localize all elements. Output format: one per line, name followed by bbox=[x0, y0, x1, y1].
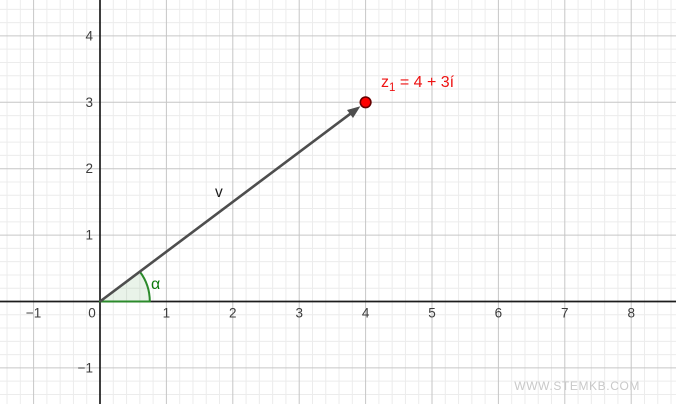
watermark-text: WWW.STEMKB.COM bbox=[514, 379, 640, 393]
y-tick-label: 3 bbox=[85, 95, 93, 110]
x-tick-label: 0 bbox=[88, 306, 96, 321]
y-tick-label: 4 bbox=[85, 28, 93, 43]
point-z1-label: z1 = 4 + 3í bbox=[381, 74, 455, 94]
y-tick-label: 2 bbox=[85, 161, 93, 176]
point-z1[interactable] bbox=[359, 96, 372, 109]
x-tick-label: 7 bbox=[561, 306, 569, 321]
vector-v[interactable] bbox=[99, 111, 353, 303]
x-tick-label: −1 bbox=[26, 306, 41, 321]
x-tick-label: 8 bbox=[627, 306, 635, 321]
x-tick-label: 6 bbox=[495, 306, 503, 321]
x-tick-label: 4 bbox=[362, 306, 370, 321]
x-tick-label: 3 bbox=[295, 306, 303, 321]
x-tick-label: 1 bbox=[163, 306, 171, 321]
vector-label: v bbox=[215, 184, 223, 201]
x-tick-label: 2 bbox=[229, 306, 237, 321]
vector-arrowhead bbox=[347, 106, 361, 118]
y-tick-label: 1 bbox=[85, 228, 93, 243]
y-tick-label: −1 bbox=[78, 360, 93, 375]
x-tick-label: 5 bbox=[428, 306, 436, 321]
angle-label: α bbox=[151, 276, 160, 293]
